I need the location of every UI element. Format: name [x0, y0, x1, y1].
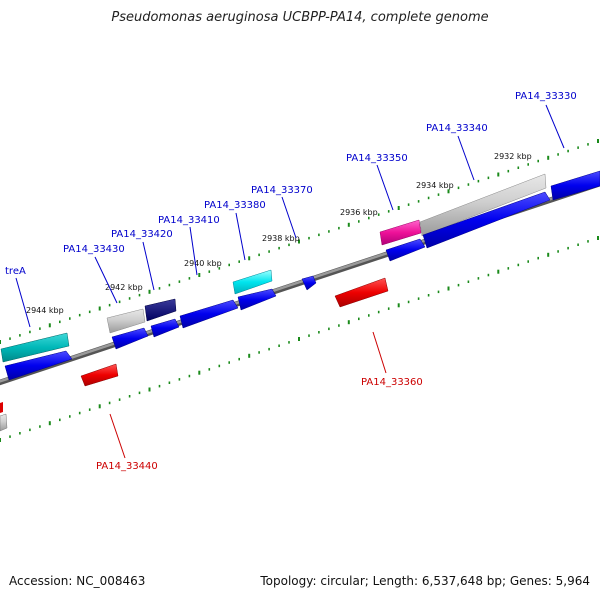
gene-feature[interactable] [106, 308, 146, 334]
gene-feature[interactable] [111, 327, 149, 350]
gene-feature[interactable] [419, 173, 547, 237]
ruler-label: 2940 kbp [184, 259, 222, 268]
accession-text: Accession: NC_008463 [9, 574, 146, 588]
gene-label[interactable]: PA14_33330 [515, 91, 577, 102]
gene-feature[interactable] [379, 219, 422, 246]
gene-feature[interactable] [237, 288, 277, 311]
gene-feature[interactable] [422, 191, 551, 249]
ruler-label: 2936 kbp [340, 208, 378, 217]
ruler-label: 2942 kbp [105, 283, 143, 292]
gene-feature[interactable] [301, 275, 317, 291]
gene-feature[interactable] [179, 299, 239, 329]
gene-feature[interactable] [0, 332, 70, 363]
gene-feature[interactable] [4, 350, 73, 381]
gene-feature[interactable] [150, 318, 180, 338]
gene-feature[interactable] [80, 363, 119, 387]
gene-labels: PA14_33330 PA14_33340 PA14_33350 PA14_33… [5, 91, 577, 472]
outer-feature-row [0, 173, 547, 363]
gene-label[interactable]: PA14_33360 [361, 377, 423, 388]
reverse-strand-genes [0, 277, 389, 432]
gene-label[interactable]: PA14_33380 [204, 200, 266, 211]
gene-feature[interactable] [232, 269, 273, 295]
forward-strand-genes [4, 170, 600, 381]
map-title: Pseudomonas aeruginosa UCBPP-PA14, compl… [111, 10, 489, 25]
gene-label[interactable]: PA14_33370 [251, 185, 313, 196]
outer-ruler-ticks [0, 139, 599, 344]
gene-feature[interactable] [334, 277, 389, 308]
inner-ruler-ticks [0, 236, 599, 442]
gene-label[interactable]: PA14_33420 [111, 229, 173, 240]
ruler-label: 2938 kbp [262, 234, 300, 243]
gene-feature[interactable] [0, 402, 3, 413]
gene-feature[interactable] [144, 298, 177, 322]
gene-label[interactable]: PA14_33350 [346, 153, 408, 164]
ruler-label: 2934 kbp [416, 181, 454, 190]
gene-feature[interactable] [550, 170, 600, 201]
topology-text: Topology: circular; Length: 6,537,648 bp… [260, 574, 590, 588]
label-leaders [15, 104, 565, 459]
gene-label[interactable]: PA14_33430 [63, 244, 125, 255]
gene-feature[interactable] [385, 238, 426, 262]
gene-feature[interactable] [0, 413, 8, 432]
gene-label[interactable]: PA14_33440 [96, 461, 158, 472]
ruler-label: 2932 kbp [494, 152, 532, 161]
gene-label[interactable]: PA14_33410 [158, 215, 220, 226]
gene-label[interactable]: treA [5, 266, 26, 277]
ruler-label: 2944 kbp [26, 306, 64, 315]
ruler-labels: 2932 kbp 2934 kbp 2936 kbp 2938 kbp 2940… [26, 152, 532, 315]
gene-label[interactable]: PA14_33340 [426, 123, 488, 134]
